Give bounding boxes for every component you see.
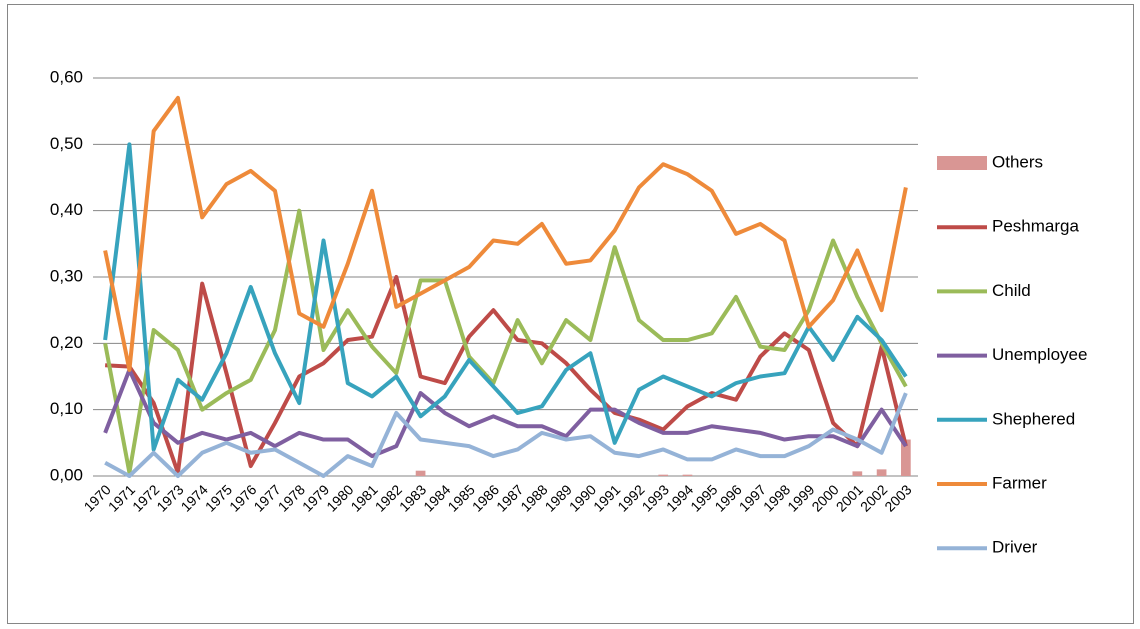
bar [901, 439, 911, 476]
chart-border [7, 4, 1134, 624]
bar [876, 469, 887, 476]
line [103, 208, 908, 475]
bar [682, 474, 693, 476]
line [104, 392, 908, 478]
y-tick-label: 0,00 [50, 465, 83, 484]
line [105, 275, 908, 475]
y-tick-label: 0,20 [50, 333, 83, 352]
line [103, 142, 908, 452]
legend-label: Others [992, 152, 1043, 171]
legend-label: Driver [992, 538, 1038, 557]
legend-swatch [937, 156, 987, 170]
y-tick-label: 0,50 [50, 134, 83, 153]
y-tick-label: 0,10 [50, 399, 83, 418]
y-tick-label: 0,60 [50, 67, 83, 86]
legend-label: Unemployee [992, 345, 1087, 364]
y-tick-label: 0,40 [50, 200, 83, 219]
legend-label: Farmer [992, 473, 1047, 492]
bar [852, 471, 863, 476]
bar [415, 470, 426, 476]
y-tick-label: 0,30 [50, 266, 83, 285]
line [103, 367, 908, 459]
bar [658, 474, 669, 476]
legend-label: Shephered [992, 409, 1075, 428]
legend-label: Peshmarga [992, 217, 1079, 236]
line [103, 95, 908, 372]
legend-label: Child [992, 281, 1031, 300]
